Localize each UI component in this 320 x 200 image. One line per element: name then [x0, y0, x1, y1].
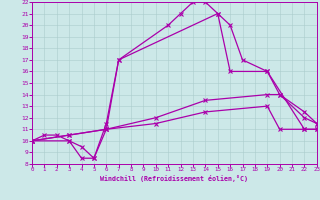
X-axis label: Windchill (Refroidissement éolien,°C): Windchill (Refroidissement éolien,°C) — [100, 175, 248, 182]
